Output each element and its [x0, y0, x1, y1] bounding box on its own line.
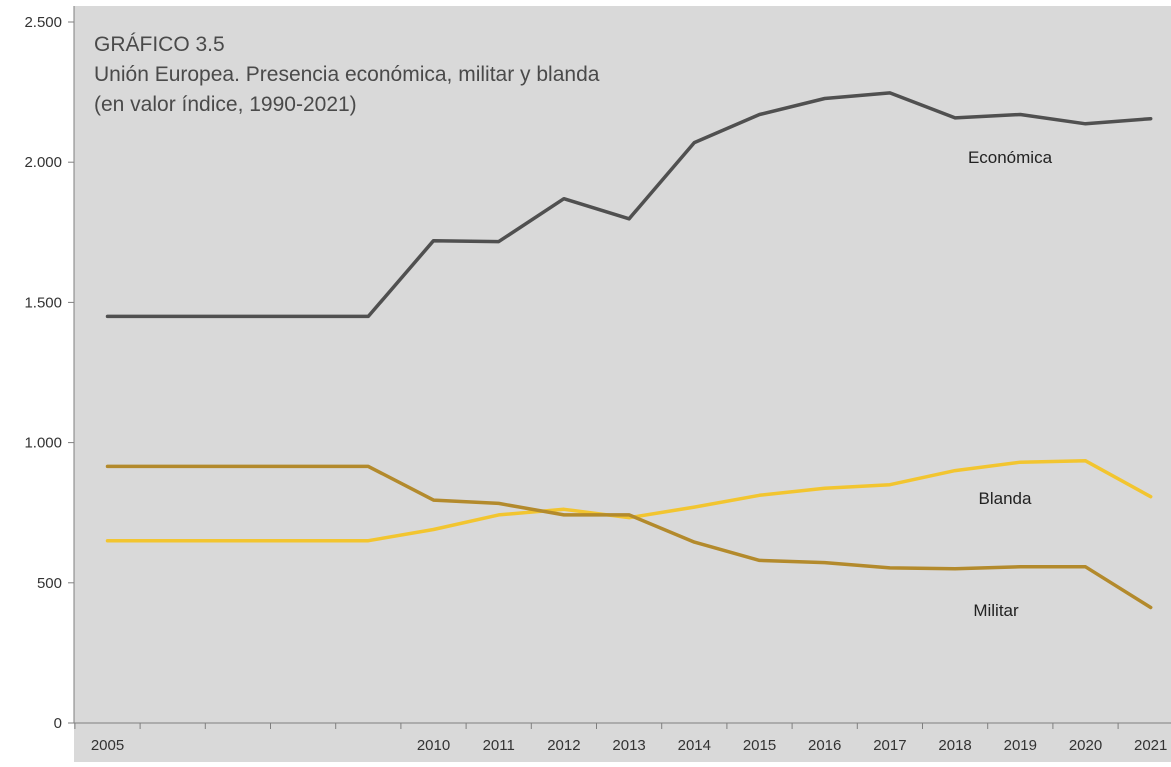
chart-background	[74, 6, 1171, 762]
axes: 0 500 1.000 1.500 2.000 2.500 2005 2010 2011 2012…	[24, 6, 1171, 754]
x-tick-label: 2016	[808, 737, 841, 754]
y-tick-label: 1.000	[24, 435, 62, 452]
x-tick-label: 2011	[483, 737, 515, 754]
x-tick-label: 2015	[743, 737, 776, 754]
series-layer	[105, 91, 1153, 610]
series-line-1	[105, 459, 1153, 543]
x-tick-label: 2014	[678, 737, 711, 754]
x-tick-label: 2021	[1134, 737, 1167, 754]
y-tick-label: 2.000	[24, 154, 62, 171]
chart-title: GRÁFICO 3.5	[94, 33, 225, 56]
x-tick-label: 2020	[1069, 737, 1102, 754]
x-tick-label: 2005	[91, 737, 124, 754]
x-tick-label: 2018	[938, 737, 971, 754]
series-label-0: Económica	[968, 148, 1053, 167]
series-label-2: Militar	[973, 601, 1019, 620]
x-tick-label: 2013	[612, 737, 645, 754]
x-tick-label: 2012	[547, 737, 580, 754]
chart-subtitle-2: (en valor índice, 1990-2021)	[94, 93, 357, 116]
x-tick-label: 2010	[417, 737, 450, 754]
x-tick-label: 2019	[1004, 737, 1037, 754]
y-tick-label: 0	[54, 715, 62, 732]
series-line-2	[105, 464, 1153, 610]
y-tick-label: 2.500	[24, 14, 62, 31]
series-labels: Económica Blanda Militar	[968, 148, 1053, 620]
title-block: GRÁFICO 3.5 Unión Europea. Presencia eco…	[94, 30, 599, 120]
chart-subtitle: Unión Europea. Presencia económica, mili…	[94, 63, 600, 86]
y-tick-label: 500	[37, 575, 62, 592]
series-line-0	[105, 91, 1153, 319]
x-tick-label: 2017	[873, 737, 906, 754]
y-tick-label: 1.500	[24, 294, 62, 311]
series-label-1: Blanda	[979, 489, 1032, 508]
